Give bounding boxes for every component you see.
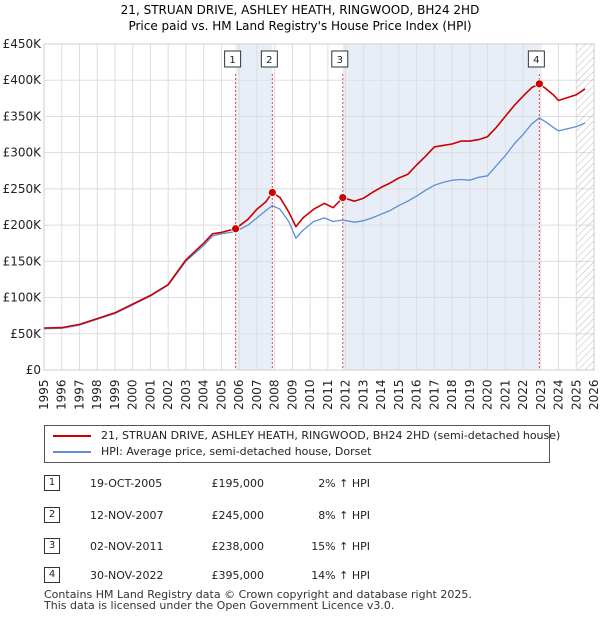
x-tick-label: 2018 bbox=[445, 379, 459, 410]
y-tick-label: £200K bbox=[3, 218, 43, 232]
plot-border bbox=[43, 43, 595, 371]
annotation-label: 1 bbox=[229, 55, 235, 66]
x-tick-label: 2004 bbox=[197, 379, 211, 410]
sale-row: 4 30-NOV-2022 £395,000 14% ↑ HPI bbox=[44, 567, 444, 583]
sale-point bbox=[338, 193, 348, 202]
footer: Contains HM Land Registry data © Crown c… bbox=[44, 589, 472, 611]
annotation-box bbox=[331, 50, 349, 68]
x-tick-label: 2019 bbox=[463, 379, 477, 410]
sale-row: 1 19-OCT-2005 £195,000 2% ↑ HPI bbox=[44, 475, 444, 491]
y-tick-label: £400K bbox=[3, 73, 43, 87]
annotation-box bbox=[224, 50, 242, 68]
sale-number-badge: 3 bbox=[44, 538, 60, 554]
property-price-line bbox=[43, 83, 586, 329]
x-tick-label: 2005 bbox=[214, 379, 228, 410]
chart-subtitle: Price paid vs. HM Land Registry's House … bbox=[128, 19, 471, 33]
sale-hpi-change: 15% ↑ HPI bbox=[311, 540, 370, 553]
y-tick-label: £150K bbox=[3, 254, 43, 268]
x-tick-label: 2001 bbox=[143, 379, 157, 410]
x-tick-label: 2016 bbox=[410, 379, 424, 410]
x-tick-label: 1996 bbox=[55, 379, 69, 410]
x-tick-label: 2020 bbox=[481, 379, 495, 410]
x-tick-label: 2007 bbox=[250, 379, 264, 410]
y-tick-label: £0 bbox=[26, 363, 41, 377]
sale-point bbox=[534, 79, 544, 89]
ownership-shade bbox=[235, 44, 273, 370]
sale-date: 19-OCT-2005 bbox=[90, 477, 163, 490]
legend: 21, STRUAN DRIVE, ASHLEY HEATH, RINGWOOD… bbox=[44, 425, 560, 463]
annotation-box bbox=[260, 50, 278, 68]
x-tick-label: 2022 bbox=[516, 379, 530, 410]
x-tick-label: 2011 bbox=[321, 379, 335, 410]
legend-item-hpi: HPI: Average price, semi-detached house,… bbox=[53, 444, 371, 460]
sale-price: £238,000 bbox=[211, 540, 265, 553]
chart: 21, STRUAN DRIVE, ASHLEY HEATH, RINGWOOD… bbox=[3, 3, 600, 410]
annotation-label: 4 bbox=[533, 55, 539, 66]
y-tick-label: £100K bbox=[3, 291, 43, 305]
x-tick-label: 2000 bbox=[126, 379, 140, 410]
sale-number-badge: 4 bbox=[44, 567, 60, 583]
legend-label-property: 21, STRUAN DRIVE, ASHLEY HEATH, RINGWOOD… bbox=[101, 429, 561, 442]
sale-date: 30-NOV-2022 bbox=[90, 569, 164, 582]
sale-hpi-change: 2% ↑ HPI bbox=[318, 477, 370, 490]
x-tick-label: 2021 bbox=[498, 379, 512, 410]
y-tick-label: £250K bbox=[3, 182, 43, 196]
sale-price: £395,000 bbox=[211, 569, 265, 582]
sale-number-badge: 2 bbox=[44, 507, 60, 523]
x-tick-label: 1999 bbox=[108, 379, 122, 410]
sale-date: 12-NOV-2007 bbox=[90, 509, 164, 522]
sale-point bbox=[231, 224, 241, 234]
x-tick-label: 1997 bbox=[72, 379, 86, 410]
x-tick-label: 2015 bbox=[392, 379, 406, 410]
sale-hpi-change: 14% ↑ HPI bbox=[311, 569, 370, 582]
ownership-shade bbox=[342, 44, 540, 370]
sale-hpi-change: 8% ↑ HPI bbox=[318, 509, 370, 522]
x-tick-label: 2003 bbox=[179, 379, 193, 410]
x-tick-label: 1995 bbox=[37, 379, 51, 410]
x-tick-label: 1998 bbox=[90, 379, 104, 410]
y-tick-label: £50K bbox=[10, 327, 42, 341]
chart-title: 21, STRUAN DRIVE, ASHLEY HEATH, RINGWOOD… bbox=[121, 3, 480, 17]
legend-swatch-hpi bbox=[53, 451, 91, 453]
annotation-box bbox=[527, 50, 545, 68]
sale-point bbox=[267, 188, 277, 197]
sale-price: £245,000 bbox=[211, 509, 265, 522]
footer-copyright: Contains HM Land Registry data © Crown c… bbox=[44, 588, 472, 601]
sale-row: 2 12-NOV-2007 £245,000 8% ↑ HPI bbox=[44, 507, 444, 523]
x-tick-label: 2017 bbox=[427, 379, 441, 410]
footer-licence: This data is licensed under the Open Gov… bbox=[44, 599, 395, 612]
sale-row: 3 02-NOV-2011 £238,000 15% ↑ HPI bbox=[44, 538, 444, 554]
x-tick-label: 2010 bbox=[303, 379, 317, 410]
x-tick-label: 2025 bbox=[569, 379, 583, 410]
sale-date: 02-NOV-2011 bbox=[90, 540, 164, 553]
y-tick-label: £350K bbox=[3, 109, 43, 123]
annotation-label: 3 bbox=[337, 55, 343, 66]
x-tick-label: 2023 bbox=[534, 379, 548, 410]
x-tick-label: 2012 bbox=[339, 379, 353, 410]
x-tick-label: 2024 bbox=[552, 379, 566, 410]
x-tick-label: 2014 bbox=[374, 379, 388, 410]
legend-label-hpi: HPI: Average price, semi-detached house,… bbox=[101, 445, 372, 458]
x-tick-label: 2002 bbox=[161, 379, 175, 410]
x-tick-label: 2008 bbox=[268, 379, 282, 410]
legend-item-property: 21, STRUAN DRIVE, ASHLEY HEATH, RINGWOOD… bbox=[53, 428, 560, 444]
sale-price: £195,000 bbox=[211, 477, 265, 490]
hpi-line bbox=[43, 117, 586, 330]
y-tick-label: £300K bbox=[3, 146, 43, 160]
legend-swatch-property bbox=[53, 435, 91, 437]
x-tick-label: 2006 bbox=[232, 379, 246, 410]
x-tick-label: 2013 bbox=[356, 379, 370, 410]
y-tick-label: £450K bbox=[3, 37, 43, 51]
sale-number-badge: 1 bbox=[44, 475, 60, 491]
x-tick-label: 2026 bbox=[587, 379, 600, 410]
annotation-label: 2 bbox=[266, 55, 272, 66]
x-tick-label: 2009 bbox=[285, 379, 299, 410]
